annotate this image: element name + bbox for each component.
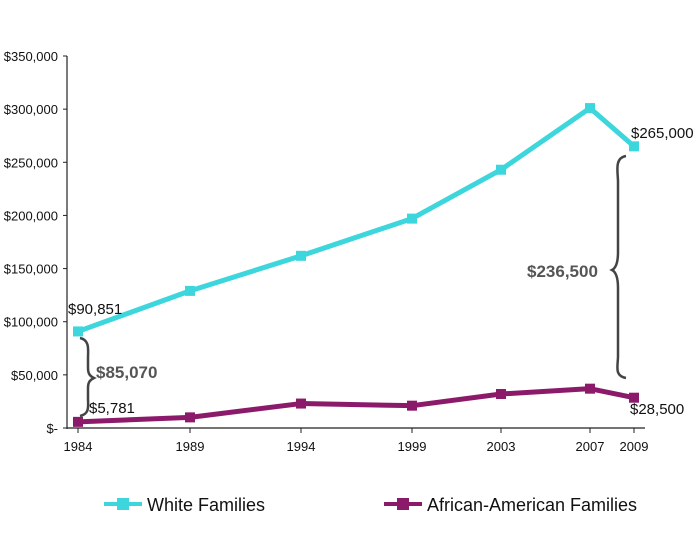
legend-marker-1 <box>397 498 409 510</box>
legend-label-1: African-American Families <box>427 495 637 515</box>
data-point-1-6 <box>629 392 639 403</box>
series-lines <box>73 103 639 427</box>
data-point-1-5 <box>585 383 595 394</box>
legend-marker-0 <box>117 498 129 510</box>
gap-end-brace <box>609 154 627 380</box>
x-tick-label: 1984 <box>64 439 93 454</box>
series-line-0 <box>75 105 637 334</box>
x-tick-label: 1994 <box>287 439 316 454</box>
data-point-0-4 <box>496 164 506 175</box>
data-point-0-1 <box>185 285 195 296</box>
y-tick-label: $100,000 <box>4 315 58 330</box>
y-tick-label: $200,000 <box>4 208 58 223</box>
data-point-1-1 <box>185 412 195 423</box>
y-tick-label: $350,000 <box>4 49 58 64</box>
x-tick-label: 1999 <box>398 439 427 454</box>
data-point-1-4 <box>496 388 506 399</box>
legend-label-0: White Families <box>147 495 265 515</box>
data-point-1-0 <box>73 416 83 427</box>
axes: $- $50,000 $100,000 $150,000 $200,000 $250,00… <box>4 49 649 454</box>
data-point-1-2 <box>296 398 306 409</box>
gap-end-label: $236,500 <box>527 262 598 281</box>
y-tick-label: $250,000 <box>4 155 58 170</box>
y-tick-label: $150,000 <box>4 262 58 277</box>
white-start-label: $90,851 <box>68 301 122 318</box>
x-tick-label: 2007 <box>576 439 605 454</box>
gap-start-brace <box>79 336 97 418</box>
x-tick-label: 2009 <box>620 439 649 454</box>
annotations: $90,851 $5,781 $265,000 $28,500 $85,070 … <box>68 125 694 418</box>
data-point-0-6 <box>629 141 639 152</box>
data-point-0-0 <box>73 326 83 337</box>
gap-start-label: $85,070 <box>96 363 157 382</box>
legend: White Families African-American Families <box>104 495 637 515</box>
data-point-0-3 <box>407 213 417 224</box>
black-end-label: $28,500 <box>630 401 684 418</box>
data-point-0-2 <box>296 250 306 261</box>
x-tick-label: 2003 <box>487 439 516 454</box>
data-point-0-5 <box>585 103 595 114</box>
series-line-1 <box>75 386 637 425</box>
y-tick-label: $- <box>46 421 58 436</box>
y-tick-label: $50,000 <box>11 368 58 383</box>
y-tick-label: $300,000 <box>4 102 58 117</box>
data-point-1-3 <box>407 400 417 411</box>
x-tick-label: 1989 <box>176 439 205 454</box>
white-end-label: $265,000 <box>631 125 694 142</box>
black-start-label: $5,781 <box>89 400 135 417</box>
